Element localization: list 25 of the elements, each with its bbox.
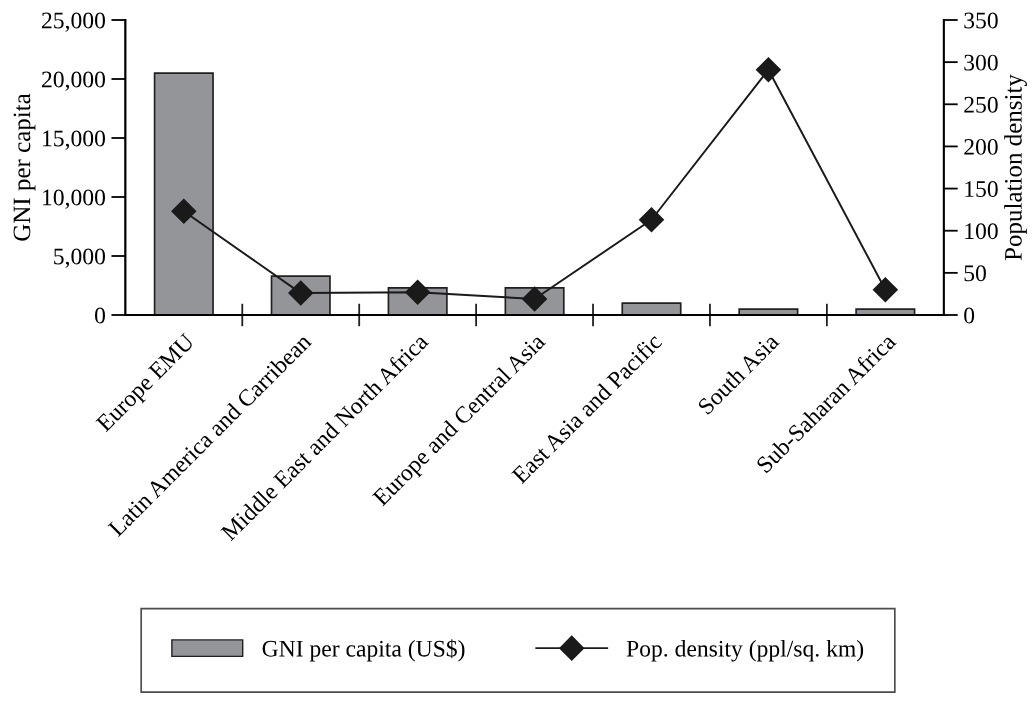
y2-tick-label: 350 (964, 12, 998, 29)
bar (738, 308, 799, 315)
y2-tick-label: 150 (965, 181, 998, 197)
bar (855, 308, 916, 315)
y-tick-label: 10,000 (43, 189, 106, 209)
y-axis-title: GNI per capita (13, 93, 36, 241)
y-tick-label: 5,000 (54, 248, 106, 268)
point (755, 57, 781, 83)
y-tick-label: 20,000 (42, 71, 106, 91)
point (872, 277, 898, 303)
y2-tick-label: 100 (965, 223, 998, 240)
bar (621, 302, 682, 315)
y2-tick-label: 300 (964, 54, 998, 71)
y2-tick-label: 50 (964, 265, 986, 282)
point (639, 207, 664, 233)
y2-tick-label: 0 (964, 307, 975, 324)
y-tick-label: 0 (95, 307, 106, 324)
y2-tick-label: 250 (964, 96, 998, 113)
y-tick-label: 25,000 (42, 12, 106, 32)
y2-axis-title: Population density (1004, 74, 1027, 261)
legend-label: Pop. density (ppl/sq. km) (626, 640, 864, 662)
y-tick-label: 15,000 (43, 130, 106, 150)
y2-tick-label: 200 (964, 138, 998, 155)
point (171, 198, 197, 224)
legend-label: GNI per capita (US$) (262, 639, 465, 662)
